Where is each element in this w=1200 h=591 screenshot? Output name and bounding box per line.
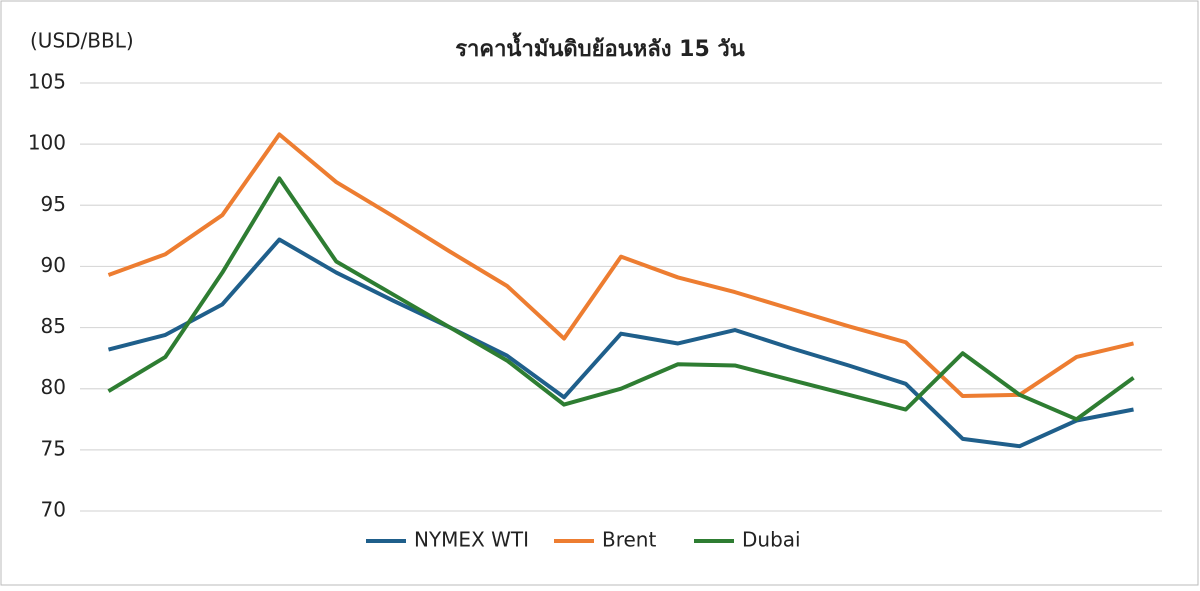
y-tick-label: 75 <box>41 436 66 460</box>
line-series <box>107 237 1134 449</box>
y-tick-label: 85 <box>41 314 66 338</box>
y-tick-label: 100 <box>28 131 66 155</box>
chart-title: ราคาน้ำมันดิบย้อนหลัง 15 วัน <box>455 32 745 62</box>
y-tick-label: 70 <box>41 498 66 522</box>
line-series <box>107 132 1134 399</box>
y-tick-label: 90 <box>41 253 66 277</box>
legend-label: NYMEX WTI <box>414 528 529 552</box>
y-tick-label: 80 <box>41 375 66 399</box>
line-series <box>107 176 1135 422</box>
y-tick-label: 95 <box>41 192 66 216</box>
y-tick-label: 105 <box>28 70 66 94</box>
legend-label: Brent <box>602 528 656 552</box>
legend-label: Dubai <box>742 528 801 552</box>
y-axis-label: (USD/BBL) <box>30 29 134 53</box>
